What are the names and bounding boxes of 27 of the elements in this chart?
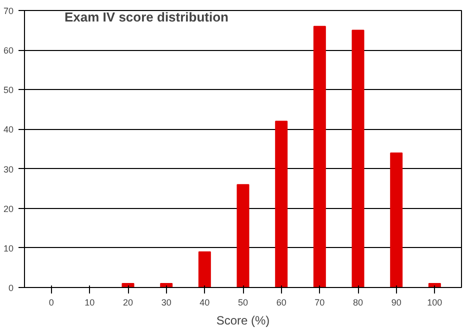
y-tick-label: 40 [3,124,14,135]
chart-title: Exam IV score distribution [64,10,229,24]
y-tick-label: 10 [3,243,14,254]
x-tick-label: 20 [122,298,134,308]
x-tick-label: 10 [84,298,95,308]
y-tick-label: 50 [3,85,14,96]
bar [352,30,364,288]
x-tick-label: 50 [238,298,248,308]
y-tick-label: 30 [3,164,14,174]
x-tick-label: 80 [352,298,364,308]
bar [313,26,326,288]
y-tick-label: 70 [3,6,14,16]
x-tick-label: 0 [48,298,54,308]
y-tick-label: 0 [8,283,14,293]
bar [198,251,211,288]
y-tick-label: 20 [3,204,14,214]
bar [236,184,250,288]
x-axis-title: Score (%) [216,314,270,328]
bar [390,152,403,288]
x-tick-label: 90 [391,298,402,308]
y-tick-label: 60 [3,46,14,56]
bar [275,120,288,288]
x-tick-label: 100 [427,298,442,308]
x-tick-label: 30 [161,298,172,308]
x-tick-label: 40 [200,298,210,308]
x-tick-label: 70 [314,298,325,308]
x-tick-label: 60 [276,298,286,308]
